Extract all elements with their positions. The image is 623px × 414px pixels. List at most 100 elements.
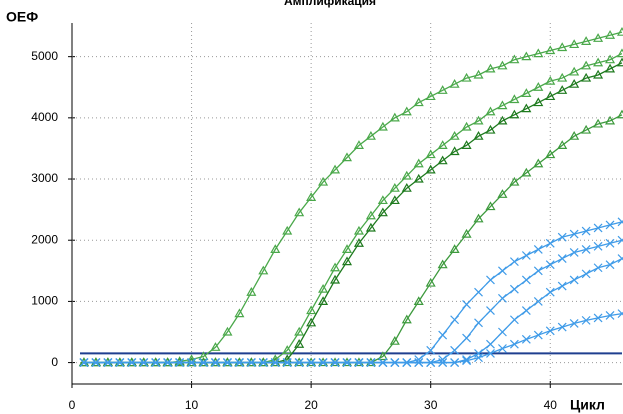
marker: [438, 330, 448, 340]
marker: [462, 333, 471, 343]
marker: [234, 358, 244, 368]
marker: [533, 158, 544, 168]
marker: [462, 356, 471, 366]
marker: [486, 306, 495, 316]
marker: [366, 358, 376, 368]
marker: [449, 244, 460, 253]
marker: [485, 63, 496, 73]
marker: [605, 311, 615, 320]
marker: [581, 36, 592, 45]
marker: [318, 296, 329, 305]
y-tick-label: 5000: [31, 49, 58, 63]
marker: [425, 277, 436, 287]
marker: [581, 60, 592, 70]
marker: [616, 57, 623, 67]
marker: [545, 238, 555, 248]
marker: [617, 254, 623, 263]
marker: [521, 88, 532, 97]
marker: [342, 358, 352, 368]
marker: [485, 124, 496, 134]
marker: [617, 217, 623, 227]
marker: [389, 195, 400, 205]
marker: [509, 54, 520, 64]
marker: [533, 296, 543, 306]
marker: [557, 254, 567, 263]
marker: [437, 85, 448, 94]
marker: [533, 266, 543, 276]
marker: [497, 189, 508, 198]
y-tick-label: 0: [51, 355, 58, 369]
marker: [139, 358, 149, 368]
marker: [222, 326, 233, 336]
marker: [413, 97, 424, 107]
marker: [365, 130, 376, 140]
marker: [473, 130, 484, 140]
marker: [498, 327, 507, 337]
x-tick-label: 0: [69, 398, 76, 412]
marker: [617, 309, 623, 319]
marker: [449, 130, 460, 140]
marker: [127, 358, 137, 368]
marker: [521, 334, 531, 344]
marker: [616, 109, 623, 119]
marker: [425, 91, 436, 101]
marker: [461, 140, 472, 149]
marker: [389, 335, 400, 345]
marker: [330, 358, 340, 368]
marker: [616, 26, 623, 36]
marker: [318, 358, 328, 368]
marker: [533, 82, 544, 91]
marker: [294, 207, 305, 217]
marker: [569, 39, 580, 49]
marker: [557, 322, 567, 332]
marker: [533, 330, 543, 340]
marker: [211, 358, 220, 368]
marker: [341, 152, 353, 162]
series-line: [83, 221, 623, 364]
marker: [462, 300, 471, 309]
marker: [450, 315, 460, 325]
marker: [474, 318, 483, 328]
marker: [581, 315, 591, 325]
marker: [498, 266, 507, 276]
marker: [390, 358, 400, 368]
marker: [473, 213, 484, 223]
marker: [151, 358, 161, 368]
x-tick-label: 20: [304, 398, 318, 412]
marker: [474, 287, 483, 297]
marker: [210, 342, 221, 351]
marker: [341, 244, 353, 253]
marker: [581, 124, 592, 134]
marker: [533, 97, 544, 107]
marker: [330, 262, 341, 272]
y-tick-label: 1000: [31, 294, 58, 308]
marker: [270, 358, 280, 368]
marker: [593, 223, 603, 233]
marker: [616, 48, 623, 58]
y-tick-label: 4000: [31, 110, 58, 124]
marker: [377, 207, 388, 217]
marker: [294, 339, 305, 348]
marker: [402, 358, 412, 368]
marker: [234, 308, 245, 318]
marker: [450, 345, 460, 355]
marker: [605, 260, 615, 270]
marker: [318, 176, 329, 186]
marker: [365, 222, 376, 232]
marker: [461, 121, 472, 131]
marker: [223, 358, 232, 368]
marker: [473, 115, 484, 125]
marker: [306, 192, 317, 201]
marker: [593, 241, 603, 251]
marker: [557, 72, 568, 82]
marker: [521, 306, 531, 316]
marker: [497, 60, 508, 70]
marker: [413, 173, 424, 183]
marker: [258, 265, 269, 275]
marker: [521, 275, 531, 285]
marker: [569, 229, 579, 239]
y-tick-label: 3000: [31, 171, 58, 185]
marker: [498, 293, 507, 303]
marker: [306, 317, 317, 327]
